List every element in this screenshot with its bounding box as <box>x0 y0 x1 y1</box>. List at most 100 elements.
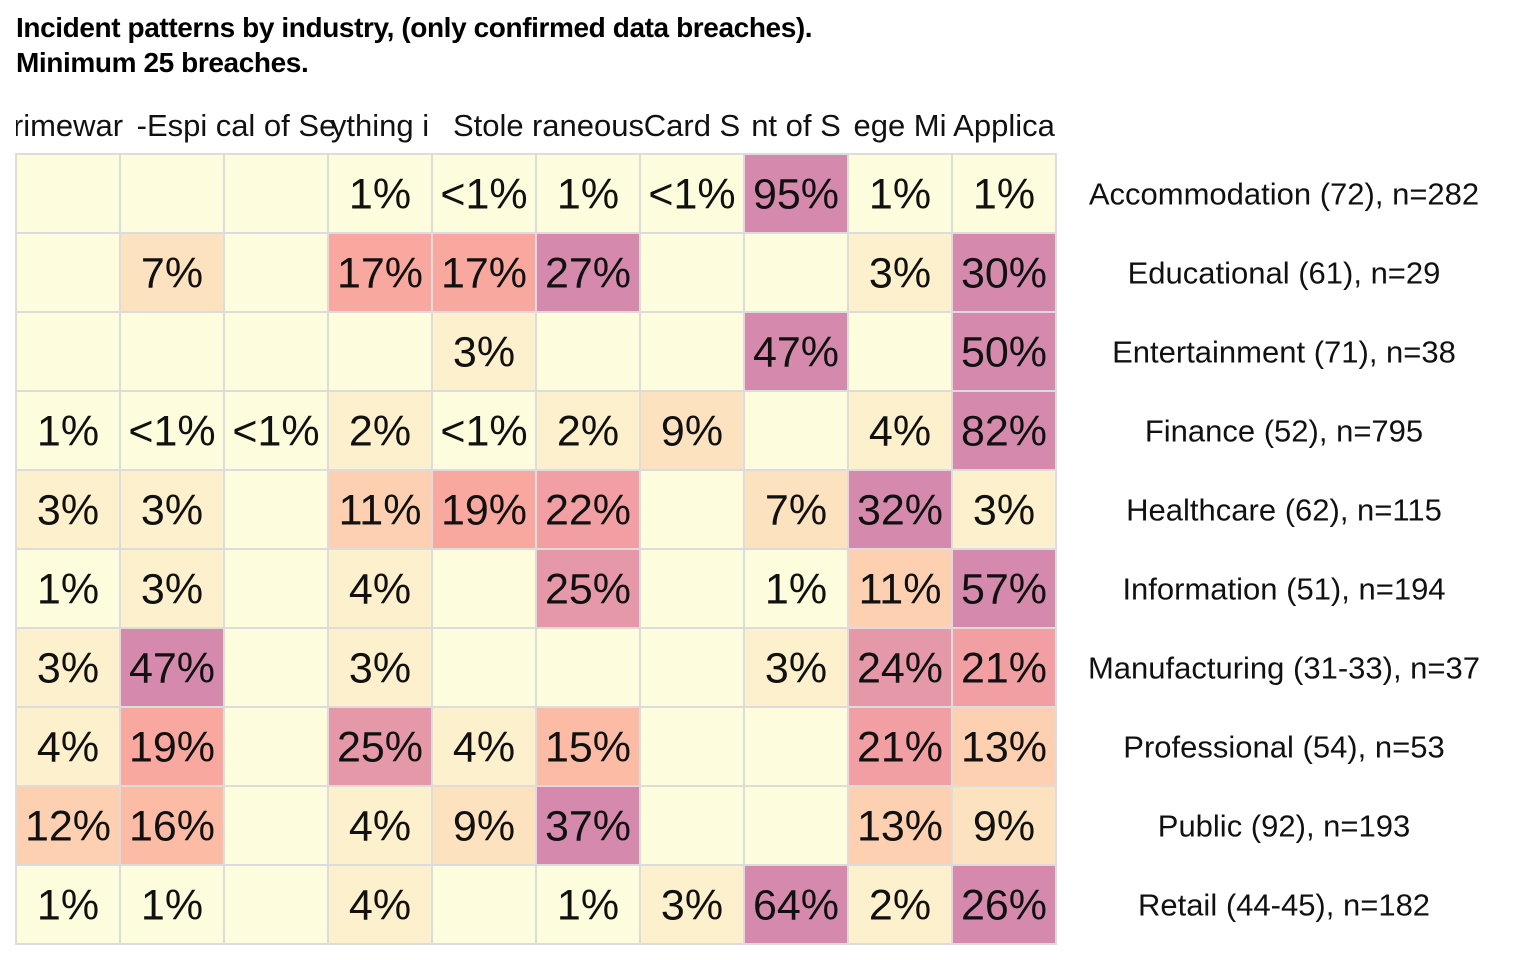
heatmap-cell <box>743 469 849 550</box>
cell-value-label: 1% <box>869 171 931 219</box>
heatmap-cell <box>223 627 329 708</box>
heatmap-cell <box>327 548 433 629</box>
heatmap-cell <box>327 469 433 550</box>
cell-value-label: 1% <box>765 566 827 614</box>
cell-value-label: 27% <box>545 250 631 298</box>
cell-value-label: 32% <box>857 487 943 535</box>
cell-value-label: 1% <box>973 171 1035 219</box>
cell-value-label: <1% <box>128 408 215 456</box>
heatmap-cell <box>15 864 121 945</box>
cell-value-label: 1% <box>37 882 99 930</box>
cell-value-label: 21% <box>857 724 943 772</box>
cell-value-label: 25% <box>337 724 423 772</box>
cell-value-label: 1% <box>141 882 203 930</box>
chart-title: Incident patterns by industry, (only con… <box>16 12 813 43</box>
chart-subtitle: Minimum 25 breaches. <box>16 47 309 78</box>
row-label: Finance (52), n=795 <box>1145 414 1423 449</box>
heatmap-cell <box>15 627 121 708</box>
cell-value-label: 3% <box>141 487 203 535</box>
cell-value-label: 3% <box>453 329 515 377</box>
column-label: rimewar <box>13 108 123 143</box>
row-label: Healthcare (62), n=115 <box>1126 493 1442 528</box>
cell-value-label: 57% <box>961 566 1047 614</box>
heatmap-cell <box>327 864 433 945</box>
heatmap-cell <box>15 785 121 866</box>
heatmap-cell <box>743 785 849 866</box>
heatmap-cell <box>951 469 1057 550</box>
column-label: cal of Se <box>216 108 337 143</box>
heatmap-cell <box>431 548 537 629</box>
row-label: Professional (54), n=53 <box>1123 730 1444 765</box>
heatmap-cell <box>535 232 641 313</box>
heatmap-cell <box>847 627 953 708</box>
heatmap-cell <box>847 232 953 313</box>
heatmap-cell <box>223 232 329 313</box>
heatmap-cell <box>639 627 745 708</box>
cell-value-label: 1% <box>557 882 619 930</box>
heatmap-cell <box>535 548 641 629</box>
heatmap-cell <box>223 706 329 787</box>
heatmap-cell <box>15 153 121 234</box>
cell-value-label: 9% <box>453 803 515 851</box>
heatmap-cell <box>119 864 225 945</box>
column-label: -Espi <box>137 108 208 143</box>
heatmap-cell <box>119 627 225 708</box>
heatmap-cell <box>639 232 745 313</box>
cell-value-label: 4% <box>349 803 411 851</box>
heatmap-cell <box>535 311 641 392</box>
cell-value-label: 19% <box>441 487 527 535</box>
heatmap-cell <box>951 864 1057 945</box>
heatmap-cell <box>327 627 433 708</box>
heatmap-cell <box>743 706 849 787</box>
column-label: ything i <box>331 108 429 143</box>
heatmap-cell <box>119 785 225 866</box>
heatmap-cell <box>327 311 433 392</box>
column-label: ege Mi <box>853 108 946 143</box>
heatmap-cell <box>15 232 121 313</box>
cell-value-label: 4% <box>349 566 411 614</box>
heatmap-cell <box>743 864 849 945</box>
heatmap-cell <box>535 627 641 708</box>
cell-value-label: 47% <box>753 329 839 377</box>
cell-value-label: 15% <box>545 724 631 772</box>
cell-value-label: 7% <box>765 487 827 535</box>
heatmap-cell <box>223 311 329 392</box>
heatmap-cell <box>951 153 1057 234</box>
heatmap-cell <box>535 706 641 787</box>
cell-value-label: 4% <box>869 408 931 456</box>
column-label: raneous <box>532 108 644 143</box>
heatmap-cell <box>15 390 121 471</box>
heatmap-cell <box>743 390 849 471</box>
heatmap-cell <box>847 469 953 550</box>
heatmap-cell <box>639 153 745 234</box>
cell-value-label: 13% <box>857 803 943 851</box>
cell-value-label: 1% <box>557 171 619 219</box>
heatmap-cell <box>431 627 537 708</box>
heatmap-cell <box>951 706 1057 787</box>
heatmap-cell <box>639 311 745 392</box>
cell-value-label: <1% <box>440 408 527 456</box>
cell-value-label: 11% <box>859 566 942 614</box>
cell-value-label: 17% <box>441 250 527 298</box>
cell-value-label: 50% <box>961 329 1047 377</box>
cell-value-label: <1% <box>232 408 319 456</box>
cell-value-label: 3% <box>141 566 203 614</box>
row-label: Manufacturing (31-33), n=37 <box>1088 651 1480 686</box>
heatmap-cell <box>847 706 953 787</box>
column-label: Stole <box>444 108 523 143</box>
cell-value-label: 3% <box>349 645 411 693</box>
cell-value-label: 1% <box>349 171 411 219</box>
heatmap-cell <box>431 311 537 392</box>
heatmap-cell <box>223 548 329 629</box>
heatmap-cell <box>119 390 225 471</box>
cell-value-label: 30% <box>961 250 1047 298</box>
heatmap-cell <box>15 706 121 787</box>
heatmap-cell <box>223 153 329 234</box>
heatmap-cell <box>639 706 745 787</box>
cell-value-label: 3% <box>869 250 931 298</box>
cell-value-label: 25% <box>545 566 631 614</box>
cell-value-label: 95% <box>753 171 839 219</box>
column-label: nt of S <box>751 108 841 143</box>
row-label: Accommodation (72), n=282 <box>1089 177 1479 212</box>
